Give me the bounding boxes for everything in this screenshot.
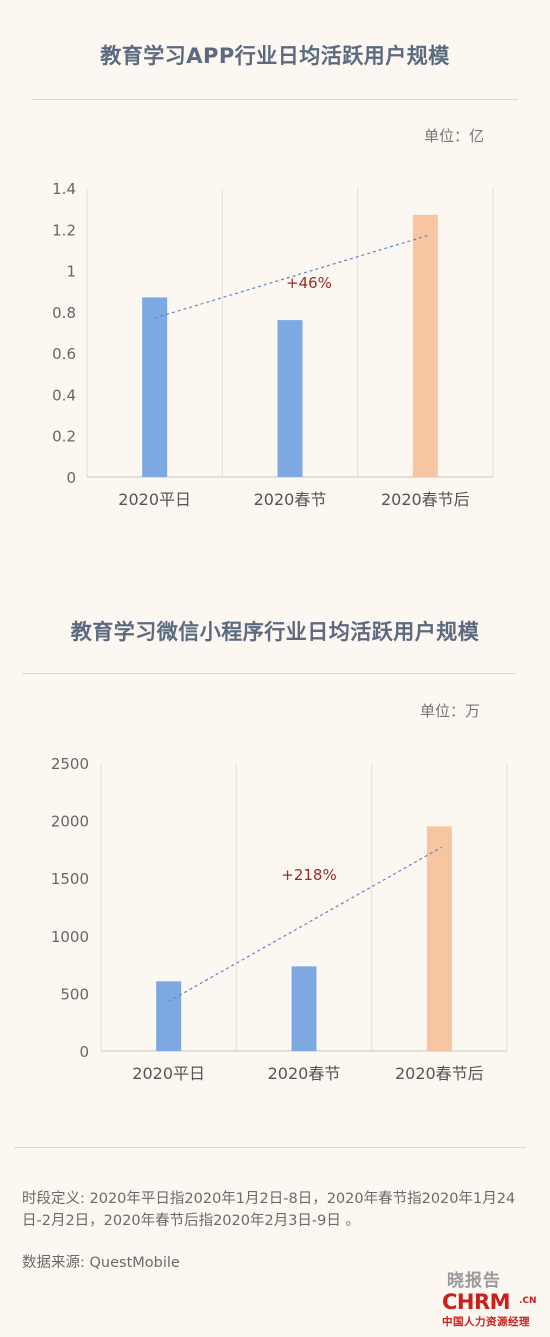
bar-1 [156,981,182,1051]
y-tick-label: 0.8 [52,304,76,322]
y-tick-label: 0.4 [52,386,76,404]
y-tick-label: 1.4 [52,180,76,198]
period-definition-note: 时段定义: 2020年平日指2020年1月2日-8日，2020年春节指2020年… [22,1191,516,1229]
growth-annotation: +46% [286,274,332,292]
y-tick-label: 2500 [51,755,89,773]
y-tick-label: 0 [66,469,76,487]
chart1-daily-active-users-app: 0 0.2 0.4 0.6 0.8 1 1.2 1.4 2020平日 2020春节 2020春节后 +… [52,180,494,509]
bar-2 [277,320,303,477]
data-source-note: 数据来源: QuestMobile [22,1255,180,1271]
chart1-title: 教育学习APP行业日均活跃用户规模 [100,44,450,68]
chart2-title: 教育学习微信小程序行业日均活跃用户规模 [70,620,480,644]
x-tick-label: 2020春节 [268,1064,341,1083]
y-tick-label: 0.6 [52,345,76,363]
chrm-logo-suffix: .CN [519,1296,537,1306]
chrm-logo: CHRM [442,1290,511,1314]
y-tick-label: 0.2 [52,428,76,446]
x-tick-label: 2020平日 [118,490,191,509]
chart1-title-divider [32,99,518,100]
bar-3 [412,214,438,478]
y-tick-label: 0 [79,1043,89,1061]
trend-line [168,846,443,1002]
chart1-unit-label: 单位：亿 [424,127,485,145]
chart2-title-divider [22,673,516,674]
chrm-logo-subtitle: 中国人力资源经理 [442,1316,530,1328]
y-tick-label: 2000 [51,813,89,831]
y-tick-label: 1.2 [52,221,76,239]
bar-3 [426,826,452,1051]
y-tick-label: 1000 [51,928,89,946]
x-tick-label: 2020春节后 [381,490,470,509]
y-tick-label: 500 [60,985,89,1003]
chart2-daily-active-users-miniprogram: 0 500 1000 1500 2000 2500 2020平日 2020春节 2020春节后 +… [51,755,508,1083]
y-tick-label: 1 [66,263,76,281]
x-tick-label: 2020春节后 [395,1064,484,1083]
xiaobaogao-logo: 晓报告 [447,1271,501,1291]
bar-1 [142,297,168,477]
growth-annotation: +218% [281,866,336,884]
bar-2 [291,966,317,1051]
footer-divider [14,1147,526,1148]
x-tick-label: 2020平日 [132,1064,205,1083]
chart2-unit-label: 单位：万 [420,702,481,720]
y-tick-label: 1500 [51,870,89,888]
x-tick-label: 2020春节 [254,490,327,509]
